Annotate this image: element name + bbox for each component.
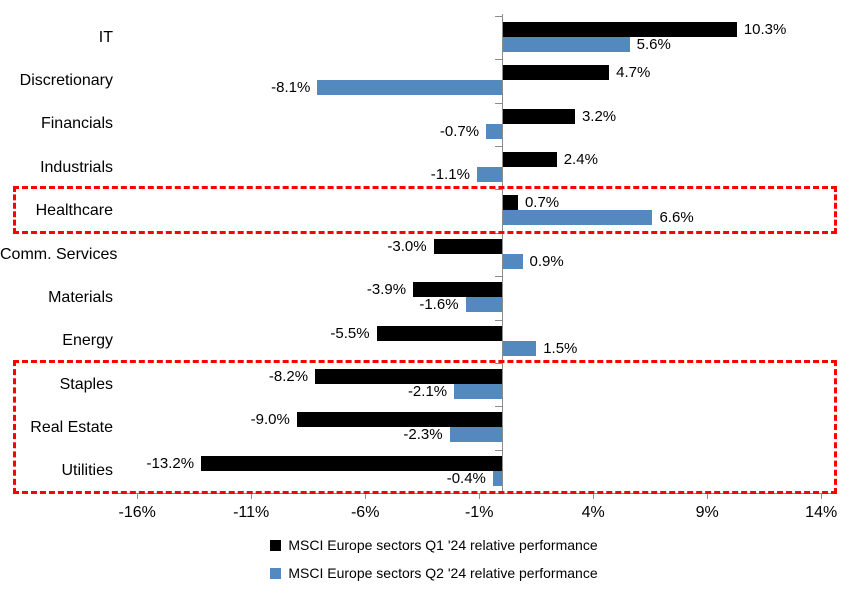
x-tick-label-9: 9%: [695, 504, 719, 521]
category-label-energy: Energy: [62, 332, 113, 350]
category-axis-tick: [495, 406, 502, 408]
x-axis-tick: [251, 494, 253, 499]
value-label-q1-comm-services: -3.0%: [387, 237, 427, 255]
legend-swatch-q2-icon: [270, 567, 282, 579]
value-label-q2-discretionary: -8.1%: [271, 79, 311, 97]
value-label-q1-real-estate: -9.0%: [250, 411, 290, 429]
bar-q2-it: [502, 37, 630, 52]
highlight-box-staples-real-estate-utilities: [13, 359, 837, 495]
value-label-q1-staples: -8.2%: [268, 367, 309, 385]
value-label-q1-industrials: 2.4%: [563, 151, 598, 169]
category-axis-tick: [495, 449, 502, 451]
bar-q2-energy: [502, 340, 537, 356]
x-axis-tick: [137, 494, 139, 499]
category-label-discretionary: Discretionary: [19, 72, 113, 90]
category-label-financials: Financials: [40, 115, 113, 133]
bar-q2-staples: [454, 383, 502, 399]
value-label-q1-healthcare: 0.7%: [524, 194, 560, 212]
category-axis-tick: [495, 16, 502, 17]
value-label-q2-comm-services: 0.9%: [529, 252, 564, 270]
legend-label-q1: MSCI Europe sectors Q1 '24 relative perf…: [288, 537, 598, 553]
value-label-q2-it: 5.6%: [636, 36, 671, 53]
value-label-q2-real-estate: -2.3%: [403, 426, 443, 444]
bar-q1-healthcare: [502, 195, 518, 211]
x-axis-tick: [707, 494, 709, 499]
category-label-real-estate: Real Estate: [30, 418, 113, 436]
x-tick-label-4: 4%: [581, 504, 605, 521]
x-axis-tick: [365, 494, 367, 499]
bar-q2-materials: [465, 297, 502, 313]
x-axis-tick: [479, 494, 481, 499]
x-tick-label--16: -16%: [118, 504, 156, 521]
category-axis-tick: [495, 189, 502, 191]
value-label-q2-utilities: -0.4%: [446, 469, 486, 487]
bar-q2-comm-services: [502, 253, 523, 269]
category-axis-tick: [495, 59, 502, 61]
bar-q2-discretionary: [317, 80, 502, 96]
value-label-q2-healthcare: 6.6%: [659, 209, 694, 227]
value-label-q2-staples: -2.1%: [407, 382, 448, 400]
bar-q1-real-estate: [296, 412, 502, 428]
value-label-q1-utilities: -13.2%: [146, 454, 195, 472]
legend-swatch-q1-icon: [270, 539, 282, 551]
bar-q2-real-estate: [449, 427, 502, 443]
x-axis-tick: [593, 494, 595, 499]
bar-q1-staples: [315, 368, 502, 384]
value-label-q1-energy: -5.5%: [330, 324, 370, 342]
value-label-q1-materials: -3.9%: [366, 281, 407, 299]
bar-q1-discretionary: [502, 65, 610, 81]
value-label-q2-materials: -1.6%: [419, 296, 459, 314]
chart-legend: MSCI Europe sectors Q1 '24 relative perf…: [0, 531, 852, 587]
category-label-healthcare: Healthcare: [35, 202, 113, 220]
value-label-q2-energy: 1.5%: [543, 339, 578, 357]
category-label-utilities: Utilities: [61, 462, 113, 480]
zero-axis-line: [502, 14, 503, 493]
category-label-staples: Staples: [59, 375, 113, 393]
x-tick-label--6: -6%: [350, 504, 380, 521]
value-label-q1-it: 10.3%: [743, 21, 787, 38]
x-tick-label-14: 14%: [805, 504, 838, 521]
legend-item-q2: MSCI Europe sectors Q2 '24 relative perf…: [254, 559, 598, 587]
value-label-q1-financials: 3.2%: [581, 107, 617, 125]
category-label-comm-services: Comm. Services: [0, 245, 118, 263]
category-label-industrials: Industrials: [40, 158, 113, 176]
legend-label-q2: MSCI Europe sectors Q2 '24 relative perf…: [288, 565, 598, 581]
x-tick-label--1: -1%: [464, 504, 494, 521]
value-label-q2-financials: -0.7%: [439, 122, 480, 140]
x-axis-tick: [821, 494, 823, 499]
bar-q1-industrials: [502, 152, 557, 168]
bar-q1-comm-services: [433, 238, 502, 254]
bar-q1-energy: [376, 325, 502, 341]
bar-q2-utilities: [492, 470, 502, 486]
bar-q1-materials: [413, 282, 502, 298]
highlight-box-healthcare: [13, 186, 837, 235]
value-label-q2-industrials: -1.1%: [430, 166, 470, 184]
category-axis-tick: [495, 362, 502, 364]
category-label-materials: Materials: [48, 288, 113, 306]
x-tick-label--11: -11%: [233, 504, 270, 521]
category-axis-tick: [495, 276, 502, 278]
category-axis-tick: [495, 319, 502, 321]
bar-q2-industrials: [476, 167, 502, 183]
legend-item-q1: MSCI Europe sectors Q1 '24 relative perf…: [254, 531, 598, 559]
bar-q1-it: [502, 22, 737, 37]
category-axis-tick: [495, 102, 502, 104]
category-label-it: IT: [98, 28, 113, 46]
bar-q1-financials: [502, 108, 575, 124]
bar-q2-financials: [486, 123, 502, 139]
bar-q2-healthcare: [502, 210, 653, 226]
category-axis-tick: [495, 146, 502, 148]
bar-q1-utilities: [201, 455, 502, 471]
value-label-q1-discretionary: 4.7%: [616, 64, 651, 82]
